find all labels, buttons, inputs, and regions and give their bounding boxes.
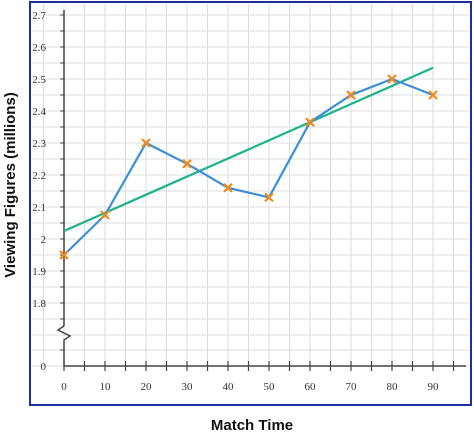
y-tick-label: 1.9: [32, 266, 46, 278]
plot-frame: [29, 1, 472, 406]
marker-stroke: [223, 183, 233, 193]
y-tick-label: 0: [41, 361, 47, 373]
x-tick-label: 90: [428, 381, 440, 393]
x-tick-label: 20: [141, 381, 153, 393]
data-point-marker: [59, 250, 69, 260]
x-axis-title: Match Time: [211, 417, 293, 434]
y-axis-title: Viewing Figures (millions): [2, 92, 19, 278]
data-point-marker: [264, 192, 274, 203]
marker-stroke: [59, 250, 69, 260]
data-point-marker: [100, 210, 110, 220]
marker-stroke: [387, 74, 397, 84]
marker-stroke: [305, 117, 315, 127]
y-tick-label: 2.5: [32, 74, 46, 86]
x-tick-label: 0: [61, 381, 67, 393]
x-tick-label: 60: [305, 381, 317, 393]
marker-stroke: [264, 192, 274, 203]
data-point-marker: [346, 90, 356, 100]
y-tick-label: 2: [41, 234, 47, 246]
data-line: [63, 77, 434, 256]
y-tick-label: 2.4: [32, 106, 46, 118]
axes: [56, 10, 466, 371]
x-tick-label: 70: [346, 381, 358, 393]
trend-line: [63, 66, 434, 233]
marker-stroke: [100, 210, 110, 220]
x-tick-label: 10: [100, 381, 112, 393]
marker-stroke: [141, 138, 151, 148]
series-layer: [59, 66, 438, 260]
data-point-marker: [305, 117, 315, 127]
marker-stroke: [182, 159, 192, 169]
y-tick-label: 2.1: [32, 202, 46, 214]
data-point-marker: [182, 159, 192, 169]
y-tick-label: 2.7: [32, 10, 46, 22]
data-point-marker: [141, 138, 151, 148]
data-point-marker: [387, 74, 397, 84]
data-point-marker: [223, 183, 233, 193]
grid: [32, 4, 470, 367]
y-tick-label: 2.6: [32, 42, 46, 54]
y-axis-break: [56, 325, 72, 366]
marker-stroke: [428, 90, 438, 100]
x-tick-label: 40: [223, 381, 235, 393]
marker-stroke: [346, 90, 356, 100]
x-tick-label: 30: [182, 381, 194, 393]
data-point-marker: [428, 90, 438, 100]
y-tick-label: 2.2: [32, 170, 46, 182]
x-tick-label: 80: [387, 381, 399, 393]
tick-labels: 1.8 1.9 2 2.1 2.2 2.3 2.4 2.5 2.6 2.7 0 0 10 20 30 40 50…: [32, 10, 439, 393]
y-tick-label: 1.8: [32, 298, 46, 310]
y-tick-label: 2.3: [32, 138, 46, 150]
x-tick-label: 50: [264, 381, 276, 393]
